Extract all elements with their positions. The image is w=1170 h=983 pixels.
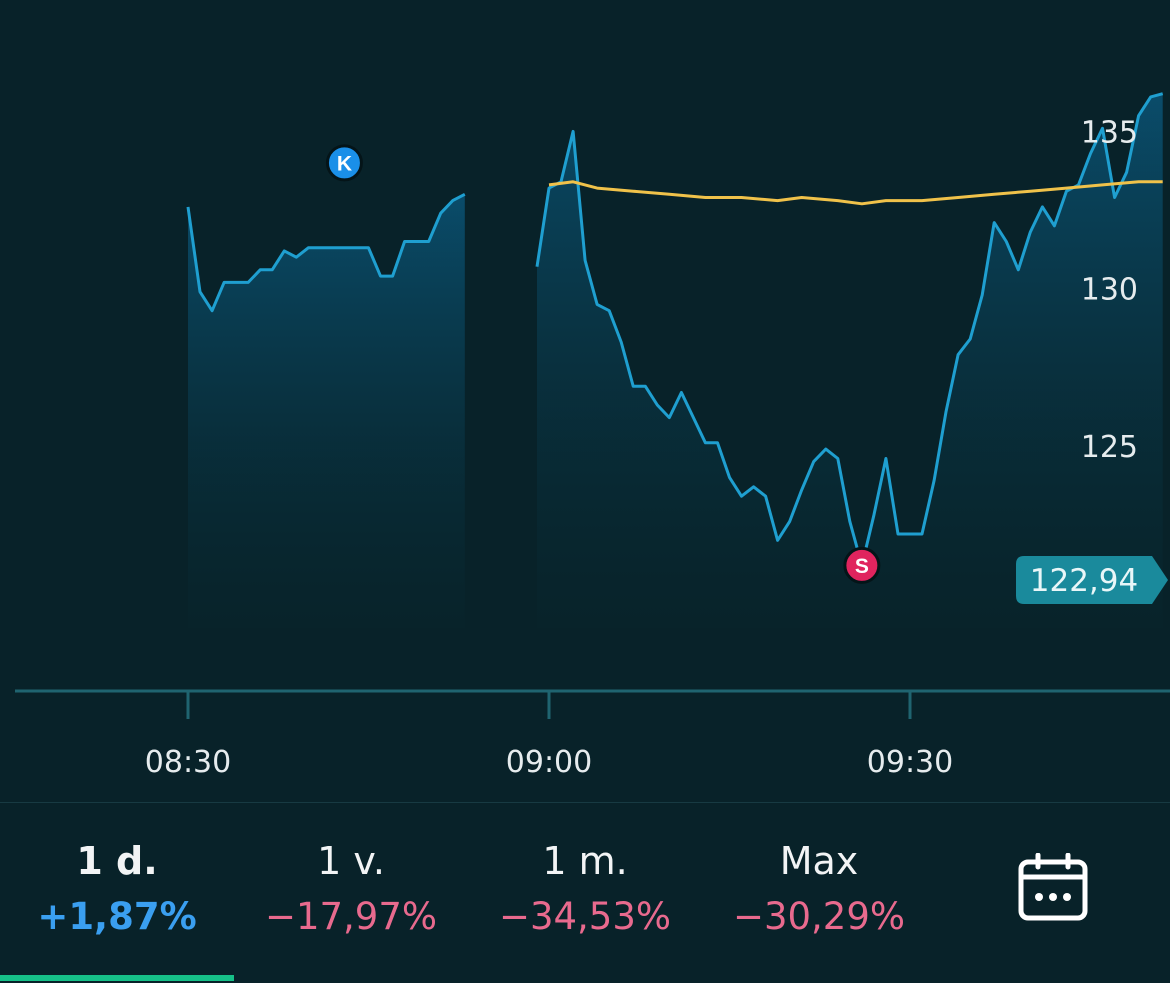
period-change: −17,97% — [264, 895, 438, 938]
marker-label: K — [337, 152, 352, 175]
y-tick-label: 135 — [1081, 115, 1138, 150]
period-tab-1m[interactable]: 1 m. −34,53% — [468, 803, 702, 983]
period-tab-max[interactable]: Max −30,29% — [702, 803, 936, 983]
x-tick-label: 09:00 — [506, 745, 592, 780]
marker-label: S — [855, 555, 869, 578]
current-price-tag-bg — [1016, 556, 1168, 604]
period-change: −34,53% — [498, 895, 672, 938]
period-label: 1 d. — [76, 839, 158, 883]
x-tick-label: 09:30 — [867, 745, 953, 780]
period-label: 1 m. — [542, 839, 628, 883]
price-line-late — [535, 92, 1164, 567]
period-change: +1,87% — [37, 895, 197, 938]
current-price-label: 122,94 — [1030, 563, 1138, 599]
price-chart[interactable]: 125 130 135 08:30 09:00 09:30 K S 122,94 — [0, 0, 1170, 800]
divider — [0, 802, 1170, 803]
period-label: Max — [779, 839, 859, 883]
x-tick-label: 08:30 — [145, 745, 231, 780]
price-line-early — [186, 192, 466, 313]
price-chart-svg[interactable]: 125 130 135 08:30 09:00 09:30 K S 122,94 — [0, 0, 1170, 800]
price-area-late — [537, 93, 1163, 628]
calendar-icon — [1018, 852, 1088, 921]
y-tick-label: 130 — [1081, 273, 1138, 308]
active-period-indicator — [0, 975, 234, 981]
sell-marker[interactable]: S — [843, 546, 881, 584]
price-area-early — [188, 194, 465, 629]
marker-dot — [325, 144, 363, 182]
marker-dot — [843, 546, 881, 584]
period-change: −30,29% — [732, 895, 906, 938]
period-tab-1d[interactable]: 1 d. +1,87% — [0, 803, 234, 983]
current-price-tag: 122,94 — [1016, 556, 1168, 604]
y-tick-label: 125 — [1081, 430, 1138, 465]
period-label: 1 v. — [317, 839, 385, 883]
period-tab-1w[interactable]: 1 v. −17,97% — [234, 803, 468, 983]
period-selector: 1 d. +1,87% 1 v. −17,97% 1 m. −34,53% Ma… — [0, 803, 1170, 983]
average-price-line — [548, 180, 1163, 206]
calendar-button[interactable] — [1016, 852, 1090, 923]
buy-marker[interactable]: K — [325, 144, 363, 182]
